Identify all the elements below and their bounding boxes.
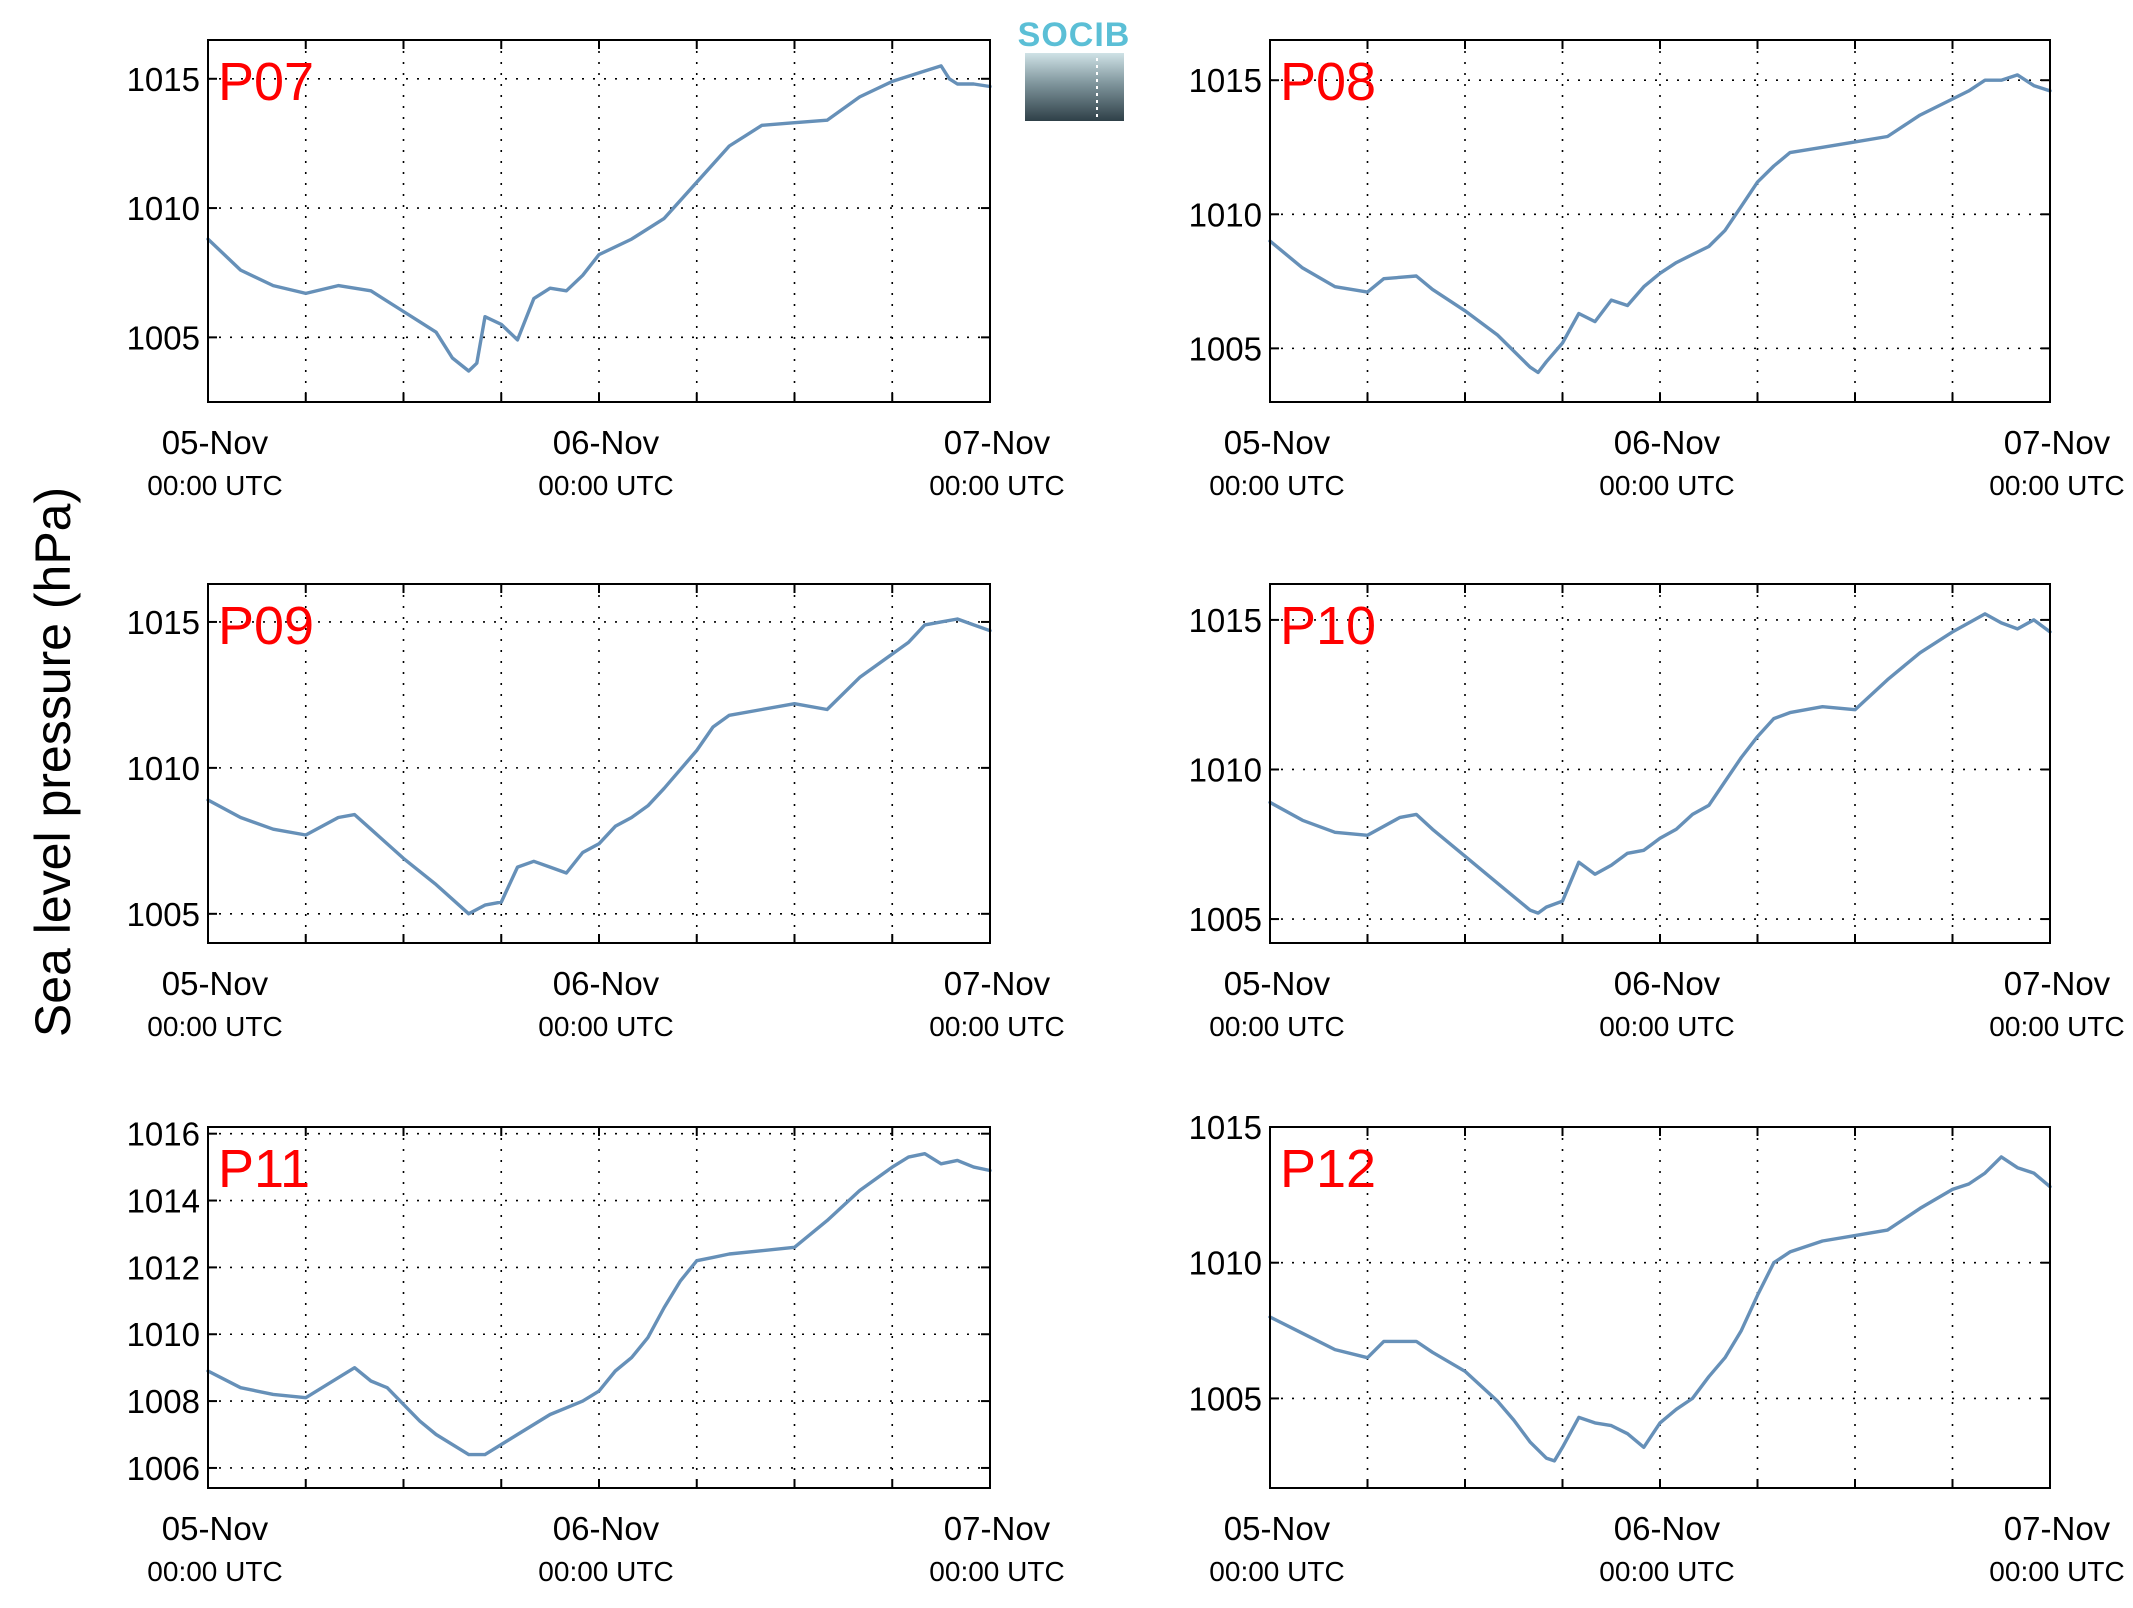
x-tick-label-date: 07-Nov (944, 1510, 1051, 1547)
y-tick-label: 1005 (127, 896, 200, 933)
series-line-p07 (206, 64, 992, 373)
x-tick-label-date: 07-Nov (944, 965, 1051, 1002)
panel-p08: 1005 1010 1015 05-Nov 00:00 UTC 06-Nov 00:00 U… (1189, 39, 2125, 501)
y-tick-label: 1015 (1189, 602, 1262, 639)
series-line-p11 (206, 1151, 992, 1457)
x-tick-label-date: 07-Nov (2004, 424, 2111, 461)
x-tick-label-time: 00:00 UTC (538, 1556, 673, 1587)
x-tick-label-time: 00:00 UTC (1989, 470, 2124, 501)
y-tick-label: 1015 (1189, 1109, 1262, 1146)
x-tick-label-date: 05-Nov (1224, 965, 1331, 1002)
socib-logo-mark (1025, 53, 1124, 121)
panel-label: P09 (218, 596, 314, 656)
y-tick-label: 1010 (127, 750, 200, 787)
x-tick-label-time: 00:00 UTC (1209, 1011, 1344, 1042)
panel-p12: 1005 1010 1015 05-Nov 00:00 UTC 06-Nov 00:00 U… (1189, 1109, 2125, 1587)
series-line-p09 (206, 617, 992, 916)
y-tick-label: 1016 (127, 1116, 200, 1153)
x-tick-label-date: 06-Nov (553, 1510, 660, 1547)
panel-label: P08 (1280, 52, 1376, 112)
panel-label: P12 (1280, 1139, 1376, 1199)
x-tick-label-date: 05-Nov (1224, 424, 1331, 461)
panels: 1005 1010 1015 05-Nov 00:00 UTC 06-Nov 00:00 U… (127, 39, 2125, 1587)
y-tick-label: 1010 (1189, 751, 1262, 788)
y-tick-label: 1012 (127, 1249, 200, 1286)
x-tick-label-time: 00:00 UTC (929, 1011, 1064, 1042)
panel-p11: 1006 1008 1010 1012 1014 1016 05-Nov 00:00 UTC 0… (127, 1116, 1065, 1587)
x-tick-label-date: 07-Nov (2004, 965, 2111, 1002)
x-tick-label-time: 00:00 UTC (1599, 470, 1734, 501)
x-tick-label-date: 05-Nov (162, 1510, 269, 1547)
x-tick-label-time: 00:00 UTC (929, 1556, 1064, 1587)
y-tick-label: 1008 (127, 1383, 200, 1420)
socib-logo: SOCIB (1018, 16, 1131, 121)
y-tick-label: 1014 (127, 1183, 200, 1220)
y-tick-label: 1010 (1189, 196, 1262, 233)
y-axis-label: Sea level pressure (hPa) (25, 487, 81, 1037)
x-tick-label-time: 00:00 UTC (147, 1556, 282, 1587)
x-tick-label-time: 00:00 UTC (147, 1011, 282, 1042)
panel-label: P10 (1280, 596, 1376, 656)
x-tick-label-time: 00:00 UTC (538, 470, 673, 501)
x-tick-label-date: 06-Nov (1614, 424, 1721, 461)
x-tick-label-date: 07-Nov (2004, 1510, 2111, 1547)
y-tick-label: 1005 (127, 319, 200, 356)
x-tick-label-date: 05-Nov (1224, 1510, 1331, 1547)
x-tick-label-date: 06-Nov (1614, 965, 1721, 1002)
x-tick-label-time: 00:00 UTC (1209, 1556, 1344, 1587)
socib-logo-text: SOCIB (1018, 16, 1131, 54)
y-tick-label: 1010 (1189, 1245, 1262, 1282)
x-tick-label-date: 07-Nov (944, 424, 1051, 461)
x-tick-label-time: 00:00 UTC (1599, 1556, 1734, 1587)
x-tick-label-date: 06-Nov (553, 424, 660, 461)
x-tick-label-time: 00:00 UTC (1989, 1556, 2124, 1587)
y-tick-label: 1006 (127, 1450, 200, 1487)
panel-label: P07 (218, 52, 314, 112)
y-tick-label: 1015 (1189, 62, 1262, 99)
y-tick-label: 1005 (1189, 901, 1262, 938)
series-line-p08 (1268, 73, 2052, 375)
y-tick-label: 1005 (1189, 1380, 1262, 1417)
x-tick-label-time: 00:00 UTC (147, 470, 282, 501)
y-tick-label: 1005 (1189, 330, 1262, 367)
x-tick-label-time: 00:00 UTC (1209, 470, 1344, 501)
x-tick-label-time: 00:00 UTC (538, 1011, 673, 1042)
y-tick-label: 1015 (127, 604, 200, 641)
panel-p10: 1005 1010 1015 05-Nov 00:00 UTC 06-Nov 00:00 U… (1189, 583, 2125, 1042)
panel-p09: 1005 1010 1015 05-Nov 00:00 UTC 06-Nov 00:00 U… (127, 583, 1065, 1042)
x-tick-label-time: 00:00 UTC (1989, 1011, 2124, 1042)
x-tick-label-date: 05-Nov (162, 424, 269, 461)
panel-label: P11 (218, 1139, 310, 1199)
y-tick-label: 1015 (127, 61, 200, 98)
series-line-p12 (1268, 1155, 2052, 1463)
series-line-p10 (1268, 612, 2052, 915)
y-tick-label: 1010 (127, 190, 200, 227)
x-tick-label-time: 00:00 UTC (1599, 1011, 1734, 1042)
panel-p07: 1005 1010 1015 05-Nov 00:00 UTC 06-Nov 00:00 U… (127, 39, 1065, 501)
x-tick-label-date: 05-Nov (162, 965, 269, 1002)
x-tick-label-date: 06-Nov (553, 965, 660, 1002)
y-tick-label: 1010 (127, 1316, 200, 1353)
x-tick-label-time: 00:00 UTC (929, 470, 1064, 501)
x-tick-label-date: 06-Nov (1614, 1510, 1721, 1547)
